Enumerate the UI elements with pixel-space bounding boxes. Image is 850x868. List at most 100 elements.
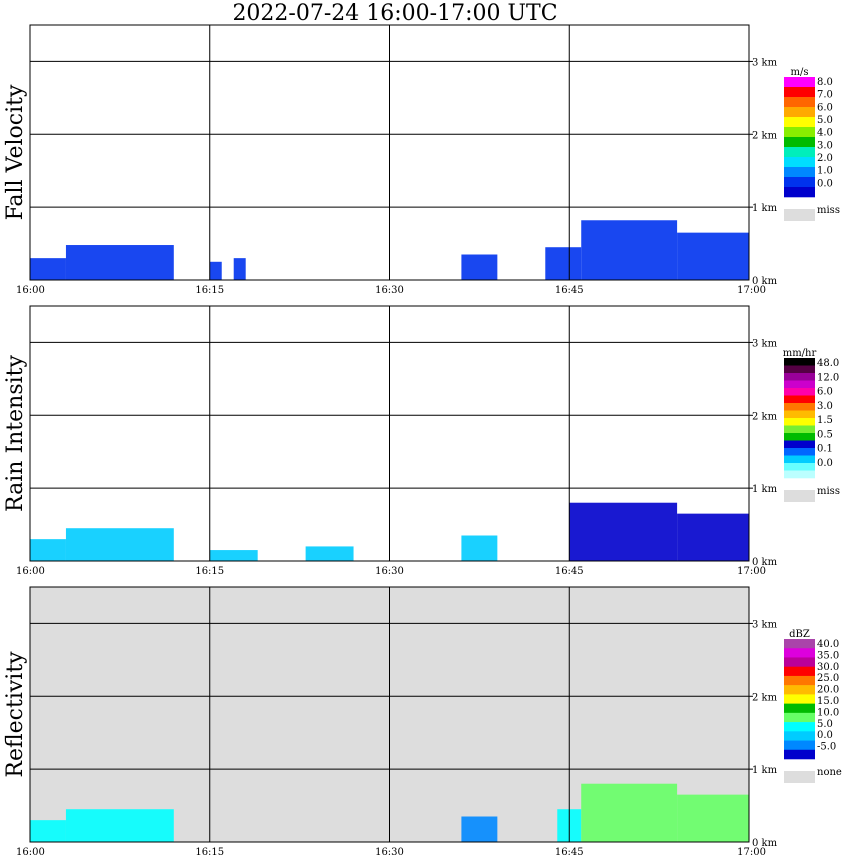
legend-swatch: [784, 77, 815, 88]
echo-region: [461, 535, 498, 561]
legend-label: 5.0: [817, 115, 833, 126]
legend-swatch: [784, 703, 815, 714]
legend-swatch: [784, 403, 815, 411]
echo-region: [581, 783, 678, 842]
y-tick-label: 1 km: [752, 203, 778, 214]
legend-swatch: [784, 157, 815, 168]
legend-swatch: [784, 433, 815, 441]
y-tick-label: 3 km: [752, 338, 778, 349]
legend-swatch: [784, 712, 815, 723]
legend-label: 48.0: [817, 358, 839, 369]
legend-units: m/s: [791, 67, 809, 78]
y-tick-label: 2 km: [752, 692, 778, 703]
legend-label: 6.0: [817, 102, 833, 113]
legend-label: 2.0: [817, 153, 833, 164]
legend-label: -5.0: [817, 742, 836, 753]
legend-units: mm/hr: [783, 348, 817, 359]
legend-swatch: [784, 657, 815, 667]
plot-frame: [29, 586, 750, 843]
y-tick-label: 0 km: [752, 838, 778, 849]
legend-swatch: [784, 470, 815, 479]
x-tick-label: 16:00: [16, 285, 45, 296]
legend-swatch: [784, 365, 815, 374]
echo-region: [545, 247, 582, 280]
legend-swatch: [784, 418, 815, 426]
x-tick-label: 16:45: [555, 847, 584, 858]
legend-missing-swatch: [784, 490, 815, 502]
echo-region: [581, 220, 678, 280]
legend-label: 0.0: [817, 458, 833, 469]
echo-region: [209, 550, 258, 561]
y-tick-label: 3 km: [752, 57, 778, 68]
x-tick-label: 16:45: [555, 566, 584, 577]
legend-swatch: [784, 675, 815, 686]
legend-swatch: [784, 694, 815, 704]
legend-label: 0.1: [817, 444, 833, 455]
y-tick-label: 1 km: [752, 765, 778, 776]
echo-region: [677, 513, 749, 561]
echo-region: [305, 546, 354, 561]
x-tick-label: 17:00: [737, 566, 766, 577]
legend-swatch: [784, 117, 815, 128]
legend-swatch: [784, 87, 815, 98]
legend-swatch: [784, 97, 815, 108]
legend-swatch: [784, 639, 815, 649]
y-tick-label: 3 km: [752, 619, 778, 630]
legend-swatch: [784, 731, 815, 741]
x-tick-label: 17:00: [737, 847, 766, 858]
echo-region: [233, 258, 246, 280]
legend-label: 10.0: [817, 707, 839, 718]
y-tick-label: 2 km: [752, 130, 778, 141]
legend-label: 40.0: [817, 639, 839, 650]
echo-region: [30, 539, 66, 561]
legend-swatch: [784, 440, 815, 449]
x-tick-label: 16:30: [375, 847, 404, 858]
y-tick-label: 2 km: [752, 411, 778, 422]
legend-missing-label: miss: [817, 205, 840, 216]
legend-label: 0.0: [817, 730, 833, 741]
legend-swatch: [784, 425, 815, 434]
panel-ylabel: Reflectivity: [3, 651, 28, 778]
echo-region: [209, 261, 222, 280]
legend-swatch: [784, 388, 815, 396]
legend-swatch: [784, 685, 815, 695]
legend-swatch: [784, 455, 815, 464]
legend-swatch: [784, 147, 815, 158]
echo-region: [461, 816, 498, 842]
y-tick-label: 0 km: [752, 557, 778, 568]
legend-swatch: [784, 648, 815, 658]
legend-label: 1.0: [817, 166, 833, 177]
legend-swatch: [784, 395, 815, 404]
echo-region: [65, 809, 174, 842]
legend-label: 3.0: [817, 140, 833, 151]
legend-label: 25.0: [817, 673, 839, 684]
legend-label: 1.5: [817, 415, 833, 426]
echo-region: [30, 258, 66, 280]
legend-label: 3.0: [817, 401, 833, 412]
echo-region: [65, 245, 174, 280]
legend-swatch: [784, 380, 815, 389]
legend-label: 35.0: [817, 650, 839, 661]
echo-region: [677, 794, 749, 842]
legend-swatch: [784, 187, 815, 198]
echo-region: [30, 820, 66, 842]
legend-missing-label: none: [817, 767, 842, 778]
legend-swatch: [784, 127, 815, 138]
legend-label: 5.0: [817, 719, 833, 730]
y-tick-label: 0 km: [752, 276, 778, 287]
y-tick-label: 1 km: [752, 484, 778, 495]
x-tick-label: 16:30: [375, 566, 404, 577]
legend-swatch: [784, 167, 815, 178]
legend-swatch: [784, 740, 815, 751]
legend-swatch: [784, 448, 815, 456]
legend-swatch: [784, 177, 815, 188]
legend-label: 20.0: [817, 685, 839, 696]
legend-missing-swatch: [784, 771, 815, 783]
legend-swatch: [784, 749, 815, 760]
x-tick-label: 16:00: [16, 566, 45, 577]
x-tick-label: 17:00: [737, 285, 766, 296]
legend-units: dBZ: [789, 629, 810, 640]
legend-swatch: [784, 722, 815, 732]
legend-swatch: [784, 358, 815, 366]
